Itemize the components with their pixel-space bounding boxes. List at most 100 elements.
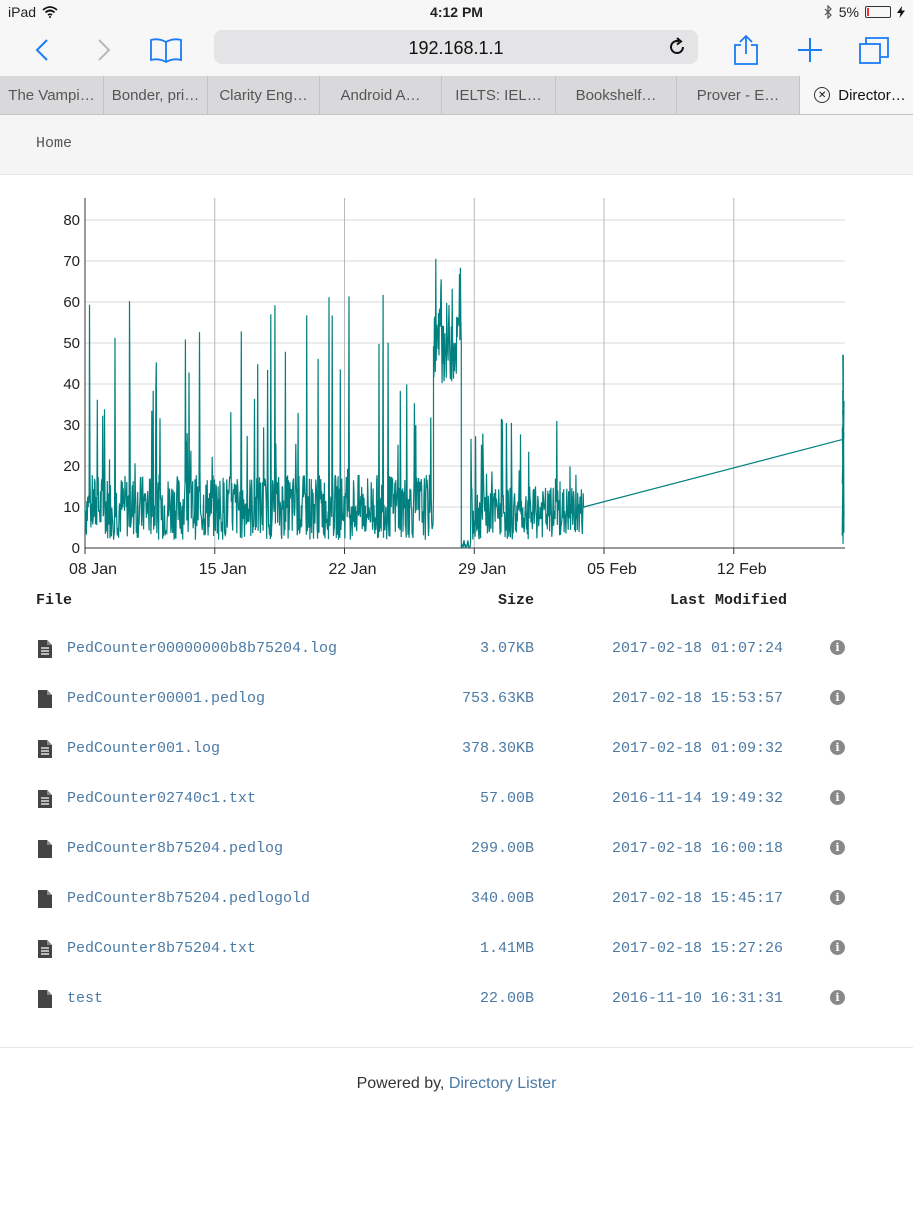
file-name-link[interactable]: PedCounter02740c1.txt	[67, 790, 257, 807]
tab-1[interactable]: The Vampi…	[0, 76, 104, 114]
text-file-icon	[38, 940, 52, 958]
book-icon	[150, 38, 182, 63]
file-list-header: File Size Last Modified	[0, 590, 913, 612]
status-bar: iPad 4:12 PM 5%	[0, 0, 913, 24]
file-icon	[38, 690, 52, 708]
tab-label: Director…	[838, 86, 906, 104]
battery-icon	[865, 6, 891, 18]
table-row[interactable]: PedCounter001.log 378.30KB 2017-02-18 01:0…	[0, 722, 913, 772]
wifi-icon	[42, 6, 58, 18]
file-modified: 2017-02-18 01:07:24	[612, 640, 784, 657]
tabs-icon	[859, 37, 889, 64]
info-icon[interactable]: i	[830, 990, 845, 1005]
file-size: 340.00B	[470, 890, 534, 907]
directory-lister-link[interactable]: Directory Lister	[448, 1075, 557, 1092]
file-icon	[38, 990, 52, 1008]
table-row[interactable]: PedCounter8b75204.pedlog 299.00B 2017-02-1…	[0, 822, 913, 872]
file-size: 299.00B	[470, 840, 534, 857]
file-name-link[interactable]: PedCounter00000000b8b75204.log	[67, 640, 338, 657]
reload-icon[interactable]	[666, 36, 688, 58]
y-tick-label: 50	[63, 335, 80, 352]
x-tick-label: 08 Jan	[69, 561, 117, 578]
table-row[interactable]: PedCounter02740c1.txt 57.00B 2016-11-14 19…	[0, 772, 913, 822]
breadcrumb-home-link[interactable]: Home	[36, 135, 73, 152]
table-row[interactable]: test 22.00B 2016-11-10 16:31:31 i	[0, 972, 913, 1022]
clock: 4:12 PM	[430, 4, 483, 20]
x-tick-label: 05 Feb	[587, 561, 637, 578]
file-size: 753.63KB	[461, 690, 534, 707]
info-icon[interactable]: i	[830, 940, 845, 955]
x-tick-label: 15 Jan	[199, 561, 247, 578]
info-icon[interactable]: i	[830, 840, 845, 855]
file-name-link[interactable]: PedCounter8b75204.pedlog	[67, 840, 284, 857]
tab-7[interactable]: Prover - E…	[677, 76, 800, 114]
file-size: 378.30KB	[461, 740, 534, 757]
tab-label: Android A…	[340, 86, 421, 104]
tab-4[interactable]: Android A…	[320, 76, 442, 114]
chevron-left-icon	[35, 39, 48, 61]
y-tick-label: 60	[63, 294, 80, 311]
file-name-link[interactable]: test	[67, 990, 104, 1007]
new-tab-button[interactable]	[792, 32, 828, 68]
address-bar[interactable]: 192.168.1.1	[214, 30, 698, 64]
tab-2[interactable]: Bonder, pri…	[104, 76, 208, 114]
breadcrumb: Home	[0, 115, 913, 175]
x-tick-label: 22 Jan	[328, 561, 376, 578]
chevron-right-icon	[98, 39, 111, 61]
tabs-overview-button[interactable]	[856, 32, 892, 68]
table-row[interactable]: PedCounter8b75204.txt 1.41MB 2017-02-18 15…	[0, 922, 913, 972]
plus-icon	[798, 38, 822, 62]
header-last-modified[interactable]: Last Modified	[670, 592, 788, 609]
tab-active[interactable]: ✕ Director…	[800, 76, 913, 114]
share-button[interactable]	[728, 32, 764, 68]
info-icon[interactable]: i	[830, 890, 845, 905]
header-size[interactable]: Size	[497, 592, 534, 609]
footer: Powered by, Directory Lister	[0, 1047, 913, 1128]
tab-6[interactable]: Bookshelf…	[556, 76, 677, 114]
text-file-icon	[38, 790, 52, 808]
info-icon[interactable]: i	[830, 790, 845, 805]
series-line	[84, 258, 585, 549]
file-size: 22.00B	[479, 990, 534, 1007]
x-tick-label: 29 Jan	[458, 561, 506, 578]
file-size: 3.07KB	[479, 640, 534, 657]
file-icon	[38, 840, 52, 858]
bookmarks-button[interactable]	[148, 32, 184, 68]
status-right: 5%	[824, 4, 905, 20]
info-icon[interactable]: i	[830, 740, 845, 755]
file-name-link[interactable]: PedCounter00001.pedlog	[67, 690, 266, 707]
table-row[interactable]: PedCounter00001.pedlog 753.63KB 2017-02-18…	[0, 672, 913, 722]
tab-label: The Vampi…	[8, 86, 95, 104]
y-tick-label: 40	[63, 376, 80, 393]
info-icon[interactable]: i	[830, 640, 845, 655]
y-tick-label: 30	[63, 417, 80, 434]
file-modified: 2017-02-18 16:00:18	[612, 840, 784, 857]
file-list: PedCounter00000000b8b75204.log 3.07KB 2017…	[0, 622, 913, 1022]
footer-prefix: Powered by,	[356, 1075, 449, 1092]
info-icon[interactable]: i	[830, 690, 845, 705]
table-row[interactable]: PedCounter00000000b8b75204.log 3.07KB 2017…	[0, 622, 913, 672]
close-tab-icon[interactable]: ✕	[814, 87, 831, 103]
file-modified: 2016-11-14 19:49:32	[612, 790, 784, 807]
y-tick-label: 20	[63, 458, 80, 475]
file-name-link[interactable]: PedCounter8b75204.pedlogold	[67, 890, 311, 907]
file-icon	[38, 890, 52, 908]
file-size: 57.00B	[479, 790, 534, 807]
header-file[interactable]: File	[36, 592, 73, 609]
back-button[interactable]	[24, 32, 60, 68]
forward-button[interactable]	[86, 32, 122, 68]
tab-5[interactable]: IELTS: IEL…	[442, 76, 556, 114]
tab-3[interactable]: Clarity Eng…	[208, 76, 320, 114]
footer-text: Powered by, Directory Lister	[0, 1075, 913, 1093]
file-modified: 2016-11-10 16:31:31	[612, 990, 784, 1007]
status-left: iPad	[8, 4, 58, 20]
tab-label: Bonder, pri…	[111, 86, 200, 104]
file-size: 1.41MB	[479, 940, 534, 957]
file-name-link[interactable]: PedCounter001.log	[67, 740, 221, 757]
tab-label: Prover - E…	[696, 86, 780, 104]
text-file-icon	[38, 640, 52, 658]
file-name-link[interactable]: PedCounter8b75204.txt	[67, 940, 257, 957]
url-text: 192.168.1.1	[408, 38, 504, 58]
file-modified: 2017-02-18 15:53:57	[612, 690, 784, 707]
table-row[interactable]: PedCounter8b75204.pedlogold 340.00B 2017-0…	[0, 872, 913, 922]
